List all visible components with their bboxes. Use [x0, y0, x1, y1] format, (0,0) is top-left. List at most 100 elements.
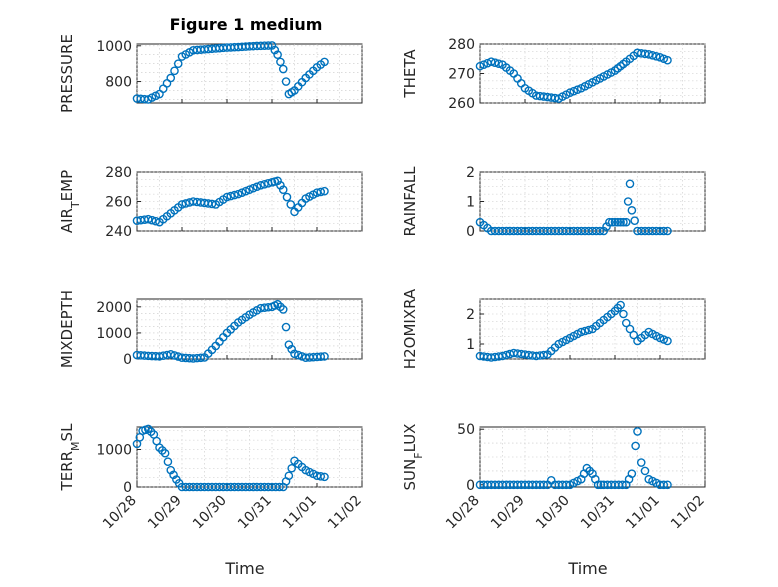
data-point [501, 350, 511, 360]
data-point [222, 192, 232, 202]
x-tick-label: 11/02 [325, 493, 365, 533]
data-point [623, 197, 633, 206]
y-tick-label: 0 [123, 480, 132, 496]
subplot-mixdepth: 0 1000 2000 MIXDEPTH [58, 290, 363, 368]
data-point [631, 441, 640, 451]
subplot-h2omixra: 1 2 H2OMIXRA [401, 288, 706, 369]
data-point [486, 57, 496, 67]
data-point [252, 182, 262, 192]
y-tick-label: 0 [123, 352, 132, 368]
data-point [273, 176, 282, 186]
data-point [561, 480, 571, 490]
y-axis-label: AIRTEMP [58, 170, 82, 233]
data-point [143, 424, 153, 434]
subplot-theta: 260 270 280 THETA [401, 37, 706, 112]
y-tick-label: 1 [466, 195, 475, 211]
y-axis-label: PRESSURE [58, 34, 76, 113]
y-tick-label: 270 [448, 67, 475, 83]
data-point [475, 61, 485, 71]
data-point [248, 183, 258, 193]
data-point [245, 185, 254, 194]
y-tick-label: 1000 [96, 443, 132, 459]
subplot-pressure: 800 1000 PRESSURE [58, 34, 363, 113]
data-point [619, 217, 628, 227]
data-point [177, 200, 187, 209]
data-point [494, 59, 504, 68]
data-point [143, 214, 153, 224]
data-point [281, 322, 291, 332]
x-tick-label: 10/29 [488, 493, 528, 533]
subplot-sun-flux: 0 50 10/28 10/29 10/30 10/31 11/01 11/02 SUNFLUX [401, 422, 708, 532]
data-point [320, 472, 329, 482]
data-point [595, 226, 605, 236]
data-point [320, 352, 329, 361]
data-point [585, 466, 594, 476]
data-point [278, 64, 288, 74]
data-point [479, 60, 489, 69]
x-tick-label: 10/28 [443, 493, 483, 533]
y-tick-label: 2 [466, 307, 475, 323]
x-tick-label: 10/29 [145, 493, 185, 533]
y-tick-label: 50 [457, 422, 475, 438]
data-point [147, 215, 157, 225]
data-point [281, 77, 291, 86]
y-axis-label: THETA [401, 49, 419, 99]
data-point [155, 443, 164, 452]
data-point [569, 86, 579, 96]
data-point [630, 216, 639, 225]
data-point [648, 51, 657, 60]
y-tick-label: 0 [466, 478, 475, 494]
data-point [263, 41, 273, 50]
data-point [619, 309, 628, 319]
data-point [621, 217, 631, 227]
data-point [633, 427, 642, 436]
data-point [636, 458, 646, 467]
data-point [607, 217, 617, 227]
data-point [287, 463, 296, 473]
data-point [316, 472, 326, 481]
data-point [170, 351, 179, 360]
data-point [166, 350, 176, 359]
data-point [316, 187, 326, 197]
data-point [151, 216, 161, 226]
data-point [276, 180, 285, 190]
data-point [320, 57, 329, 67]
data-point [173, 59, 183, 68]
y-tick-label: 1 [466, 337, 475, 353]
x-tick-label: 10/30 [533, 493, 573, 533]
data-point [241, 186, 251, 196]
y-tick-label: 1000 [96, 39, 132, 55]
data-point [226, 191, 236, 201]
data-point [282, 192, 292, 202]
x-axis-label-left: Time [224, 559, 264, 578]
data-point [163, 457, 173, 466]
y-tick-label: 0 [466, 224, 475, 240]
data-point [663, 480, 672, 490]
data-point [663, 55, 672, 65]
data-point [625, 179, 635, 189]
data-point [629, 330, 639, 340]
y-tick-label: 2 [466, 165, 475, 181]
y-axis-label: TERRMSL [58, 423, 82, 492]
data-point [207, 199, 217, 209]
data-point [278, 185, 288, 194]
data-point [181, 199, 191, 208]
data-point [618, 480, 627, 490]
data-point [284, 471, 294, 481]
data-point [158, 446, 167, 455]
data-point [290, 349, 299, 359]
y-tick-label: 260 [105, 195, 132, 211]
data-point [160, 448, 170, 458]
x-tick-label: 10/28 [100, 493, 140, 533]
x-tick-label: 10/31 [235, 493, 275, 533]
data-point [166, 73, 176, 83]
data-point [490, 58, 500, 67]
x-tick-label: 11/01 [280, 493, 320, 533]
x-tick-label: 11/01 [623, 493, 663, 533]
data-point [655, 52, 665, 62]
data-point [610, 217, 620, 227]
data-point [616, 217, 625, 227]
data-point [316, 352, 326, 361]
x-tick-label: 11/02 [668, 493, 708, 533]
